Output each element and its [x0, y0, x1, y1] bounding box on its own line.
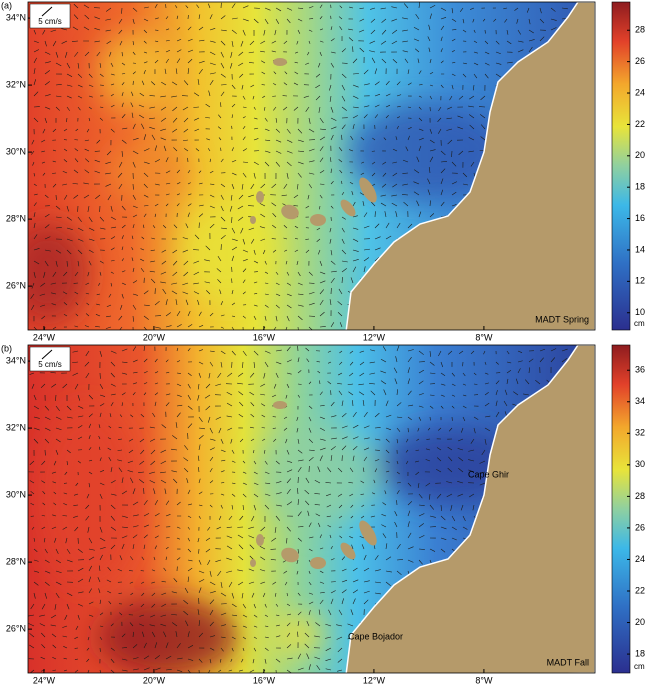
sea-blob	[108, 142, 188, 202]
annotation: Cape Ghir	[468, 469, 509, 479]
colorbar-tick-label: 26	[635, 56, 645, 66]
colorbar-tick-label: 28	[635, 491, 645, 501]
island	[310, 214, 326, 226]
colorbar-tick-label: 30	[635, 459, 645, 469]
lon-tick-label: 8°W	[475, 332, 493, 342]
colorbar-tick-label: 20	[635, 150, 645, 160]
colorbar-tick-label: 24	[635, 554, 645, 564]
colorbar	[612, 345, 630, 673]
colorbar-tick-label: 22	[635, 119, 645, 129]
colorbar-tick-label: 26	[635, 522, 645, 532]
sea-blob	[8, 222, 88, 322]
lon-tick-label: 20°W	[143, 675, 166, 685]
island	[250, 559, 256, 567]
lon-tick-label: 16°W	[253, 675, 276, 685]
colorbar-tick-label: 20	[635, 617, 645, 627]
lon-tick-label: 24°W	[33, 332, 56, 342]
sea-blob	[38, 405, 138, 585]
lat-tick-label: 32°N	[6, 79, 26, 89]
annotation: Cape Bojador	[348, 631, 403, 641]
scale-box: 5 cm/s	[30, 4, 70, 28]
lat-tick-label: 34°N	[6, 12, 26, 22]
colorbar-tick-label: 22	[635, 585, 645, 595]
panel-title: MADT Fall	[547, 657, 589, 667]
lon-tick-label: 12°W	[363, 675, 386, 685]
map-area	[8, 2, 595, 333]
colorbar-tick-label: 18	[635, 182, 645, 192]
island	[250, 216, 256, 224]
island	[256, 191, 264, 203]
lat-tick-label: 34°N	[6, 355, 26, 365]
lat-tick-label: 28°N	[6, 213, 26, 223]
island	[273, 58, 287, 66]
map-panel: 24°W 20°W 16°W 12°W 8°W 34°N 32°N 30°N 28°N 26°N (…	[1, 343, 645, 685]
lon-tick-label: 20°W	[143, 332, 166, 342]
colorbar-tick-label: 16	[635, 213, 645, 223]
lat-tick-label: 30°N	[6, 489, 26, 499]
lat-tick-label: 28°N	[6, 556, 26, 566]
colorbar-tick-label: 32	[635, 428, 645, 438]
lat-tick-label: 26°N	[6, 280, 26, 290]
lon-tick-label: 12°W	[363, 332, 386, 342]
sea-blob	[98, 32, 178, 112]
colorbar-tick-label: 12	[635, 276, 645, 286]
colorbar-tick-label: 24	[635, 87, 645, 97]
island	[256, 534, 264, 546]
colorbar-tick-label: 34	[635, 396, 645, 406]
lat-tick-label: 30°N	[6, 146, 26, 156]
scale-label: 5 cm/s	[38, 360, 62, 369]
colorbar-tick-label: 14	[635, 244, 645, 254]
colorbar-tick-label: 36	[635, 365, 645, 375]
lon-tick-label: 16°W	[253, 332, 276, 342]
scale-label: 5 cm/s	[38, 17, 62, 26]
colorbar-tick-label: 28	[635, 25, 645, 35]
scale-box: 5 cm/s	[30, 347, 70, 371]
colorbar	[612, 2, 630, 330]
lat-tick-label: 32°N	[6, 422, 26, 432]
colorbar-tick-label: 18	[635, 648, 645, 658]
panel-label: (b)	[1, 343, 12, 353]
lon-tick-label: 8°W	[475, 675, 493, 685]
colorbar-unit: cm	[634, 662, 645, 671]
lat-tick-label: 26°N	[6, 623, 26, 633]
lon-tick-label: 24°W	[33, 675, 56, 685]
sea-blob	[98, 597, 238, 677]
island	[310, 557, 326, 569]
sea-blob	[258, 425, 378, 525]
sea-blob	[178, 202, 278, 302]
island	[273, 401, 287, 409]
panel-label: (a)	[1, 0, 12, 10]
map-area	[28, 345, 595, 677]
colorbar-unit: cm	[634, 319, 645, 328]
map-panel: 24°W 20°W 16°W 12°W 8°W 34°N 32°N 30°N 28°N 26°N (…	[1, 0, 645, 342]
colorbar-tick-label: 10	[635, 307, 645, 317]
panel-title: MADT Spring	[535, 314, 589, 324]
